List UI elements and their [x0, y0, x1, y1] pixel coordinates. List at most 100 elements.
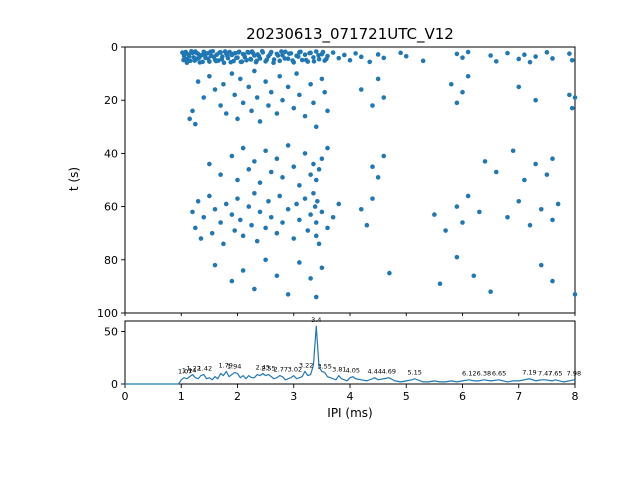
- scatter-point: [398, 50, 403, 56]
- peak-annotation: 6.38: [477, 370, 491, 378]
- scatter-point: [230, 51, 236, 57]
- scatter-point: [198, 236, 204, 241]
- scatter-point: [221, 241, 226, 247]
- scatter-point: [319, 265, 325, 271]
- peak-annotation: 2.77: [274, 366, 288, 374]
- scatter-point: [232, 92, 237, 98]
- scatter-point: [277, 73, 282, 79]
- scatter-point: [533, 54, 538, 59]
- scatter-point: [538, 262, 544, 268]
- scatter-point: [249, 108, 254, 114]
- scatter-point: [189, 48, 194, 54]
- scatter-point: [432, 212, 437, 217]
- scatter-point: [510, 148, 516, 154]
- scatter-point: [522, 177, 527, 183]
- scatter-point: [238, 217, 243, 223]
- scatter-point: [443, 228, 448, 233]
- scatter-point: [181, 57, 186, 63]
- scatter-point: [219, 56, 225, 62]
- scatter-point: [240, 233, 246, 239]
- scatter-point: [193, 121, 198, 127]
- scatter-point: [364, 222, 370, 228]
- scatter-point: [298, 49, 303, 55]
- scatter-point: [218, 172, 223, 177]
- scatter-point: [358, 54, 364, 60]
- scatter-point: [207, 193, 212, 199]
- scatter-point: [200, 59, 205, 65]
- scatter-point: [493, 169, 499, 175]
- scatter-point: [229, 278, 235, 284]
- scatter-point: [221, 81, 226, 87]
- scatter-point: [236, 50, 241, 55]
- scatter-point: [212, 206, 218, 212]
- scatter-point: [252, 68, 257, 74]
- peak-annotation: 1.79: [218, 361, 232, 369]
- scatter-point: [313, 294, 319, 300]
- scatter-point: [257, 119, 263, 124]
- scatter-point: [244, 58, 249, 63]
- scatter-point: [285, 143, 291, 148]
- scatter-point: [437, 281, 443, 287]
- scatter-point: [229, 212, 235, 217]
- scatter-point: [238, 76, 243, 82]
- scatter-point: [555, 201, 561, 207]
- scatter-point: [285, 56, 291, 62]
- scatter-point: [225, 53, 230, 59]
- x-tick-label: 0: [122, 390, 129, 403]
- scatter-point: [263, 148, 268, 154]
- scatter-point: [257, 209, 263, 215]
- scatter-point: [302, 151, 308, 156]
- y-tick-label: 100: [97, 307, 118, 320]
- scatter-point: [358, 206, 364, 212]
- scatter-point: [190, 209, 195, 215]
- scatter-point: [505, 214, 510, 220]
- scatter-point: [240, 100, 246, 106]
- scatter-point: [291, 105, 297, 111]
- scatter-point: [572, 95, 578, 100]
- scatter-point: [460, 89, 465, 95]
- scatter-point: [266, 198, 271, 204]
- scatter-point: [375, 52, 381, 57]
- scatter-point: [297, 92, 302, 98]
- scatter-point: [353, 51, 358, 56]
- peak-annotation: 7.19: [522, 369, 536, 377]
- scatter-point: [241, 52, 247, 58]
- peak-annotation: 6.12: [462, 370, 476, 378]
- scatter-point: [465, 49, 471, 55]
- scatter-point: [235, 196, 240, 201]
- scatter-point: [454, 254, 460, 260]
- scatter-point: [232, 228, 237, 233]
- peak-annotation: 1.22: [186, 364, 200, 372]
- scatter-point: [454, 100, 460, 106]
- scatter-point: [223, 201, 229, 207]
- scatter-point: [291, 236, 297, 241]
- scatter-point: [569, 58, 575, 63]
- scatter-point: [250, 51, 256, 56]
- y-tick-label: 50: [104, 326, 118, 339]
- scatter-point: [212, 87, 218, 92]
- x-tick-label: 1: [178, 390, 185, 403]
- scatter-point: [246, 204, 252, 209]
- scatter-point: [256, 53, 262, 59]
- scatter-point: [454, 51, 460, 57]
- scatter-point: [285, 84, 291, 90]
- scatter-point: [209, 230, 215, 236]
- scatter-point: [285, 292, 291, 297]
- scatter-point: [330, 214, 336, 220]
- scatter-point: [381, 55, 387, 61]
- scatter-point: [375, 76, 381, 82]
- scatter-point: [239, 59, 245, 64]
- scatter-point: [572, 292, 578, 297]
- scatter-point: [308, 81, 313, 87]
- scatter-point: [316, 167, 322, 172]
- scatter-point: [252, 286, 257, 292]
- scatter-point: [336, 201, 342, 207]
- scatter-point: [316, 56, 322, 62]
- scatter-point: [268, 214, 274, 220]
- scatter-point: [311, 55, 316, 60]
- scatter-point: [516, 56, 522, 62]
- scatter-point: [223, 111, 229, 116]
- scatter-point: [420, 58, 426, 64]
- scatter-point: [294, 71, 299, 76]
- scatter-point: [267, 51, 273, 57]
